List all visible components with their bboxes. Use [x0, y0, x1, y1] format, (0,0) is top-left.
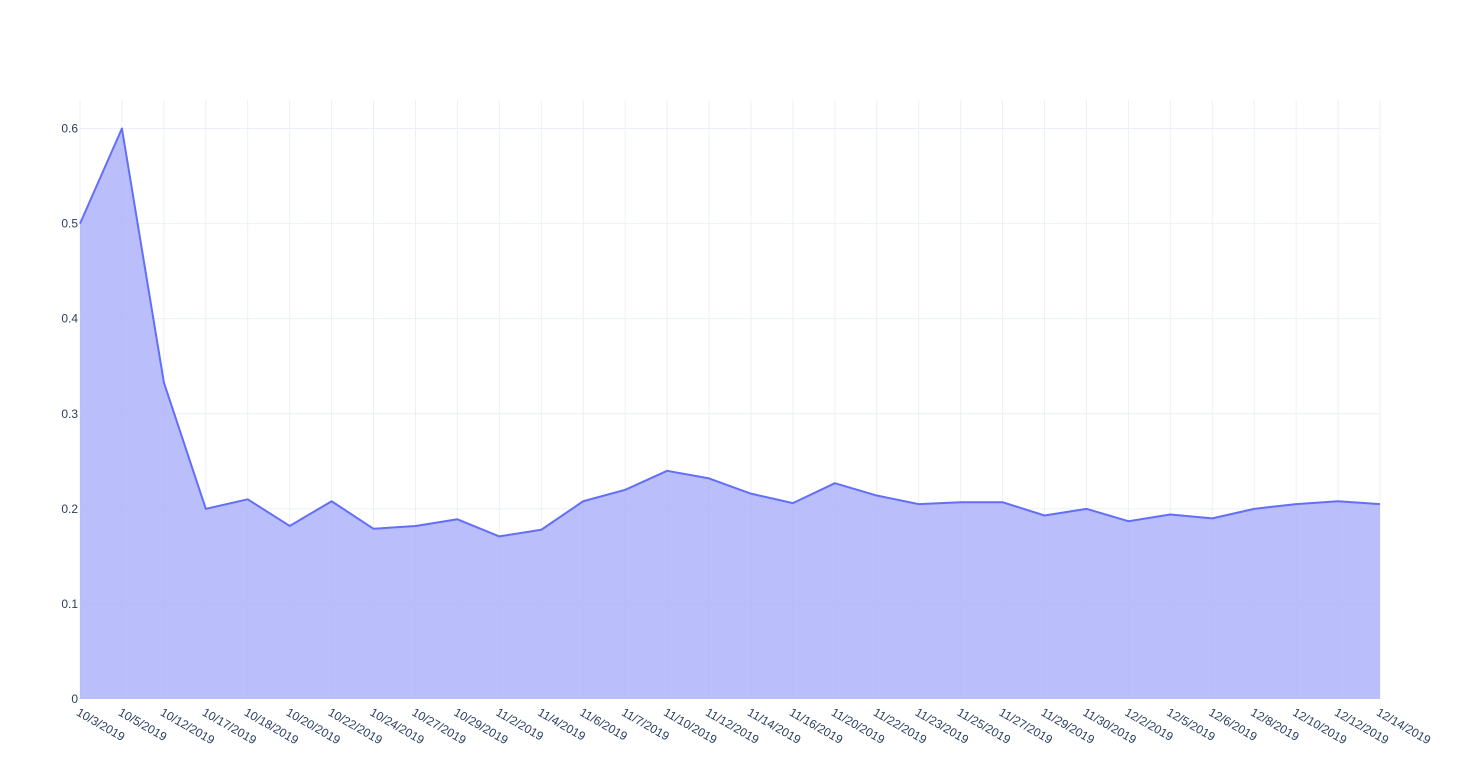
x-axis: 10/3/201910/5/201910/12/201910/17/201910… [74, 705, 1433, 747]
y-tick-label: 0.4 [61, 312, 78, 326]
y-tick-label: 0 [71, 692, 78, 706]
y-axis: 0 0.1 0.2 0.3 0.4 0.5 0.6 [61, 122, 78, 706]
series-area-fill [80, 128, 1380, 699]
y-tick-label: 0.1 [61, 597, 78, 611]
plot-area [79, 127, 1381, 699]
y-tick-label: 0.6 [61, 122, 78, 136]
y-tick-label: 0.3 [61, 407, 78, 421]
y-tick-label: 0.5 [61, 217, 78, 231]
y-tick-label: 0.2 [61, 502, 78, 516]
series-line [79, 127, 1381, 538]
